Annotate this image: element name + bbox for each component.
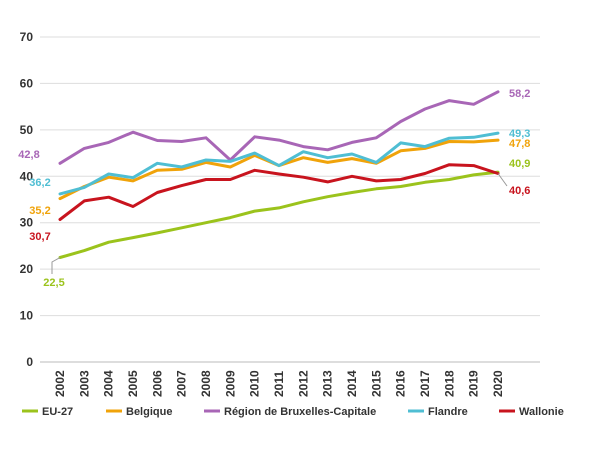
series-line-flandre — [58, 131, 500, 196]
end-label-region-de-bruxelles-capitale: 58,2 — [509, 88, 530, 100]
x-tick-label: 2018 — [442, 370, 456, 397]
x-tick-label: 2013 — [321, 370, 335, 397]
y-tick-label: 20 — [20, 262, 34, 276]
legend-label-region-de-bruxelles-capitale: Région de Bruxelles-Capitale — [224, 406, 376, 418]
y-tick-label: 50 — [20, 123, 34, 137]
y-tick-label: 30 — [20, 216, 34, 230]
x-tick-label: 2002 — [53, 370, 67, 397]
start-label-region-de-bruxelles-capitale: 42,8 — [18, 149, 39, 161]
y-axis: 0 10 20 30 40 50 60 70 — [20, 30, 34, 369]
y-tick-label: 60 — [20, 76, 34, 90]
legend-label-eu-27: EU-27 — [42, 406, 73, 418]
x-tick-label: 2006 — [150, 370, 164, 397]
x-tick-label: 2017 — [418, 370, 432, 397]
legend-label-wallonie: Wallonie — [519, 406, 564, 418]
legend-label-belgique: Belgique — [126, 406, 172, 418]
leader-line — [51, 257, 61, 274]
x-tick-label: 2012 — [296, 370, 310, 397]
x-tick-label: 2007 — [175, 370, 189, 397]
start-label-flandre: 36,2 — [29, 177, 50, 189]
series-lines — [58, 90, 500, 259]
x-tick-label: 2015 — [369, 370, 383, 397]
end-label-belgique: 47,8 — [509, 138, 530, 150]
end-label-eu-27: 40,9 — [509, 158, 530, 170]
end-label-flandre: 49,3 — [509, 128, 530, 140]
start-label-belgique: 35,2 — [29, 205, 50, 217]
y-tick-label: 70 — [20, 30, 34, 44]
x-tick-label: 2005 — [126, 370, 140, 397]
leader-line — [497, 173, 508, 187]
x-tick-label: 2019 — [467, 370, 481, 397]
x-tick-label: 2008 — [199, 370, 213, 397]
x-tick-label: 2020 — [491, 370, 505, 397]
x-tick-label: 2009 — [223, 370, 237, 397]
x-tick-label: 2010 — [248, 370, 262, 397]
legend-label-flandre: Flandre — [428, 406, 468, 418]
x-tick-label: 2003 — [77, 370, 91, 397]
data-labels: 22,5 35,2 42,8 36,2 30,7 58,2 49,347,8 40,9 40,6 — [18, 88, 530, 289]
y-tick-label: 10 — [20, 309, 34, 323]
y-tick-label: 0 — [26, 355, 33, 369]
legend: EU-27 Belgique Région de Bruxelles-Capital… — [22, 406, 564, 418]
series-line-eu-27 — [58, 170, 500, 259]
y-tick-label: 40 — [20, 169, 34, 183]
x-tick-label: 2011 — [272, 371, 286, 397]
x-tick-label: 2016 — [394, 370, 408, 397]
x-tick-label: 2004 — [102, 370, 116, 397]
end-label-wallonie: 40,6 — [509, 185, 530, 197]
start-label-eu-27: 22,5 — [43, 277, 64, 289]
x-tick-label: 2014 — [345, 370, 359, 397]
x-axis: 2002 2003 2004 2005 2006 2007 2008 2009 2010 2011… — [53, 370, 505, 397]
series-line-wallonie — [58, 163, 500, 221]
series-line-region-de-bruxelles-capitale — [58, 90, 500, 165]
start-label-wallonie: 30,7 — [29, 231, 50, 243]
